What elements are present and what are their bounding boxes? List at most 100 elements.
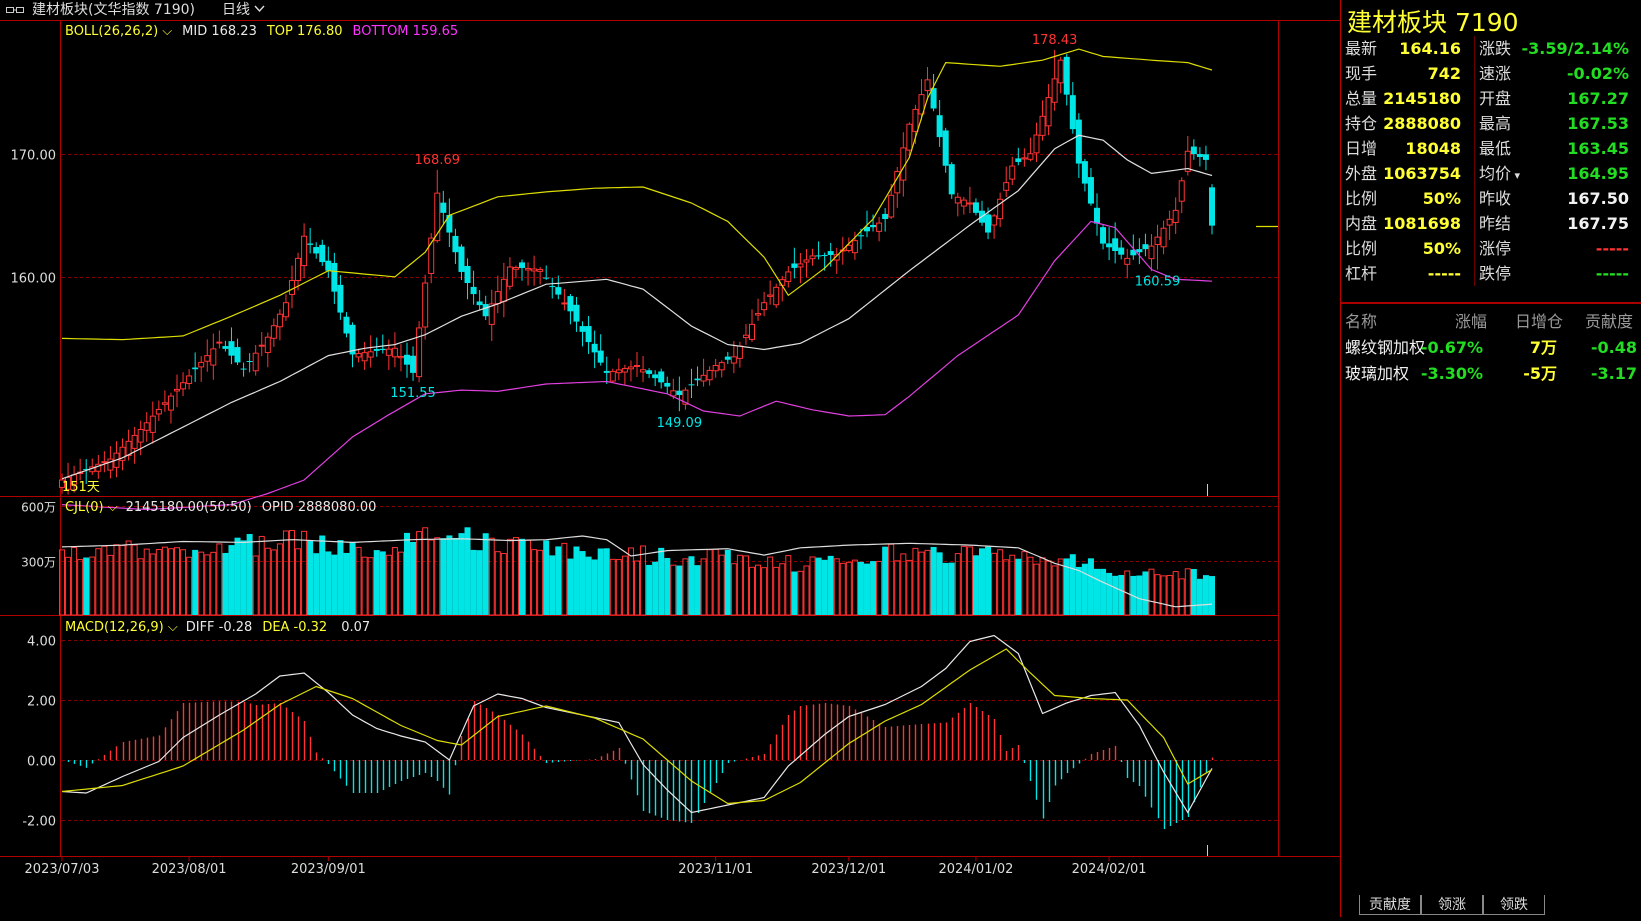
candle xyxy=(440,190,447,224)
volume-bar xyxy=(325,551,332,615)
volume-bar xyxy=(301,530,308,616)
quote-row: 外盘 1063754 xyxy=(1345,161,1461,187)
quote-label: 昨结 xyxy=(1479,214,1512,233)
candle-body xyxy=(755,313,762,316)
quote-label: 比例 xyxy=(1345,189,1378,208)
candle-body xyxy=(1118,247,1125,255)
contrib-header-contribution[interactable]: 贡献度 xyxy=(1585,312,1634,331)
candle-body xyxy=(446,214,453,233)
candle-body xyxy=(210,348,217,366)
boll-legend-mid: MID 168.23 xyxy=(182,24,257,39)
volume-bar xyxy=(634,560,640,616)
candle-body xyxy=(149,415,156,433)
candle xyxy=(1069,82,1076,134)
candle xyxy=(918,79,925,121)
contrib-header-oi[interactable]: 日增仓 xyxy=(1515,312,1564,331)
panel-tab[interactable]: 贡献度 xyxy=(1359,895,1421,915)
candle xyxy=(591,330,598,369)
quote-row: 最低 163.45 xyxy=(1479,136,1629,162)
quote-row: 总量 2145180 xyxy=(1345,86,1461,112)
candle xyxy=(1051,49,1058,111)
quote-row: 日增 18048 xyxy=(1345,136,1461,162)
x-axis-label: 2024/02/01 xyxy=(1072,862,1147,877)
candle xyxy=(615,358,622,381)
candle-body xyxy=(718,362,725,371)
candle xyxy=(1045,84,1052,136)
volume-bar xyxy=(180,549,187,616)
contrib-row[interactable]: 螺纹钢加权 -0.67% 7万 -0.48 xyxy=(1341,335,1641,361)
macd-legend: MACD(12,26,9) ⌵ DIFF -0.28 DEA -0.32 0.07 xyxy=(65,620,370,635)
kline-chart-svg[interactable]: 160.00 170.00 168.69 151.55 149.09 178.43 160.… xyxy=(0,0,1340,917)
candle xyxy=(549,277,556,299)
candle xyxy=(174,374,180,408)
volume-bar xyxy=(942,562,949,615)
candle-body xyxy=(95,463,102,472)
panel-tab[interactable]: 领跌 xyxy=(1483,895,1545,915)
volume-bar xyxy=(833,558,840,616)
candle xyxy=(83,459,90,484)
window-menu-icon[interactable] xyxy=(6,6,24,14)
candle xyxy=(295,252,302,291)
candle-body xyxy=(749,323,755,340)
quote-row: 均价 ▾ 164.95 xyxy=(1479,161,1629,187)
candle xyxy=(1075,113,1082,179)
candle xyxy=(724,351,731,365)
volume-bar xyxy=(367,557,374,616)
candle xyxy=(137,420,144,456)
volume-bar xyxy=(379,551,386,615)
candle xyxy=(131,426,138,464)
volume-bar xyxy=(537,549,544,616)
candle xyxy=(167,392,174,424)
volume-bar xyxy=(1184,568,1191,616)
candle-body xyxy=(464,265,471,284)
candle-body xyxy=(155,408,162,415)
candle xyxy=(1172,197,1179,234)
candle xyxy=(1160,220,1167,255)
volume-legend-name: CJL(0) xyxy=(65,500,104,515)
contrib-oi-change: 7万 xyxy=(1529,338,1557,357)
candle xyxy=(652,370,659,387)
candle-body xyxy=(458,246,465,272)
volume-bar xyxy=(77,559,84,616)
candle xyxy=(180,372,187,396)
candle xyxy=(1057,56,1064,94)
candle-body xyxy=(1124,257,1131,265)
caret-down-icon: ▾ xyxy=(1511,169,1521,182)
candle-body xyxy=(434,192,441,242)
candle-body xyxy=(1045,97,1052,127)
candle-body xyxy=(349,324,356,355)
contrib-header-name[interactable]: 名称 xyxy=(1345,312,1378,331)
candle-body xyxy=(204,355,211,362)
candle-body xyxy=(736,345,743,359)
candle xyxy=(876,216,883,242)
period-selector[interactable]: 日线 xyxy=(222,0,265,20)
quote-row: 涨停 ----- xyxy=(1479,236,1629,262)
volume-bar xyxy=(1154,574,1161,616)
candle-body xyxy=(664,382,671,387)
price-extreme-label: 178.43 xyxy=(1032,33,1078,48)
candle xyxy=(452,228,459,264)
candle-body xyxy=(531,268,538,272)
candle xyxy=(525,262,532,286)
candle-body xyxy=(373,349,380,351)
candle xyxy=(494,275,501,314)
candle-body xyxy=(512,266,519,270)
chart-area[interactable]: 160.00 170.00 168.69 151.55 149.09 178.43 160.… xyxy=(0,0,1340,917)
candle-body xyxy=(83,468,90,470)
panel-tab[interactable]: 领涨 xyxy=(1421,895,1483,915)
candle xyxy=(882,208,889,232)
quote-row: 涨跌 -3.59/2.14% xyxy=(1479,36,1629,62)
volume-bar xyxy=(694,565,701,615)
volume-bar xyxy=(543,540,550,615)
contrib-row[interactable]: 玻璃加权 -3.30% -5万 -3.17 xyxy=(1341,361,1641,387)
boll-legend-top: TOP 176.80 xyxy=(266,24,343,39)
contrib-header-change[interactable]: 涨幅 xyxy=(1455,312,1488,331)
candle-body xyxy=(440,202,447,213)
candle xyxy=(543,265,550,280)
volume-bar xyxy=(89,556,96,616)
candle xyxy=(319,239,326,266)
candle xyxy=(833,247,840,274)
candle-body xyxy=(845,244,852,252)
volume-bar xyxy=(1027,556,1034,616)
candle-body xyxy=(609,370,616,382)
